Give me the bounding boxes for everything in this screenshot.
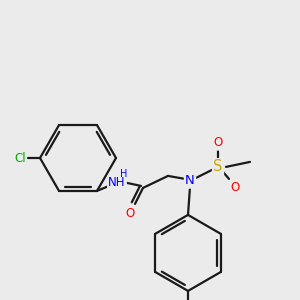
- Text: O: O: [213, 136, 223, 149]
- Text: N: N: [185, 174, 195, 188]
- Text: O: O: [230, 182, 240, 194]
- Text: O: O: [125, 207, 135, 220]
- Text: NH: NH: [108, 176, 126, 189]
- Text: S: S: [213, 159, 223, 174]
- Text: H: H: [120, 169, 128, 179]
- Text: Cl: Cl: [14, 152, 26, 164]
